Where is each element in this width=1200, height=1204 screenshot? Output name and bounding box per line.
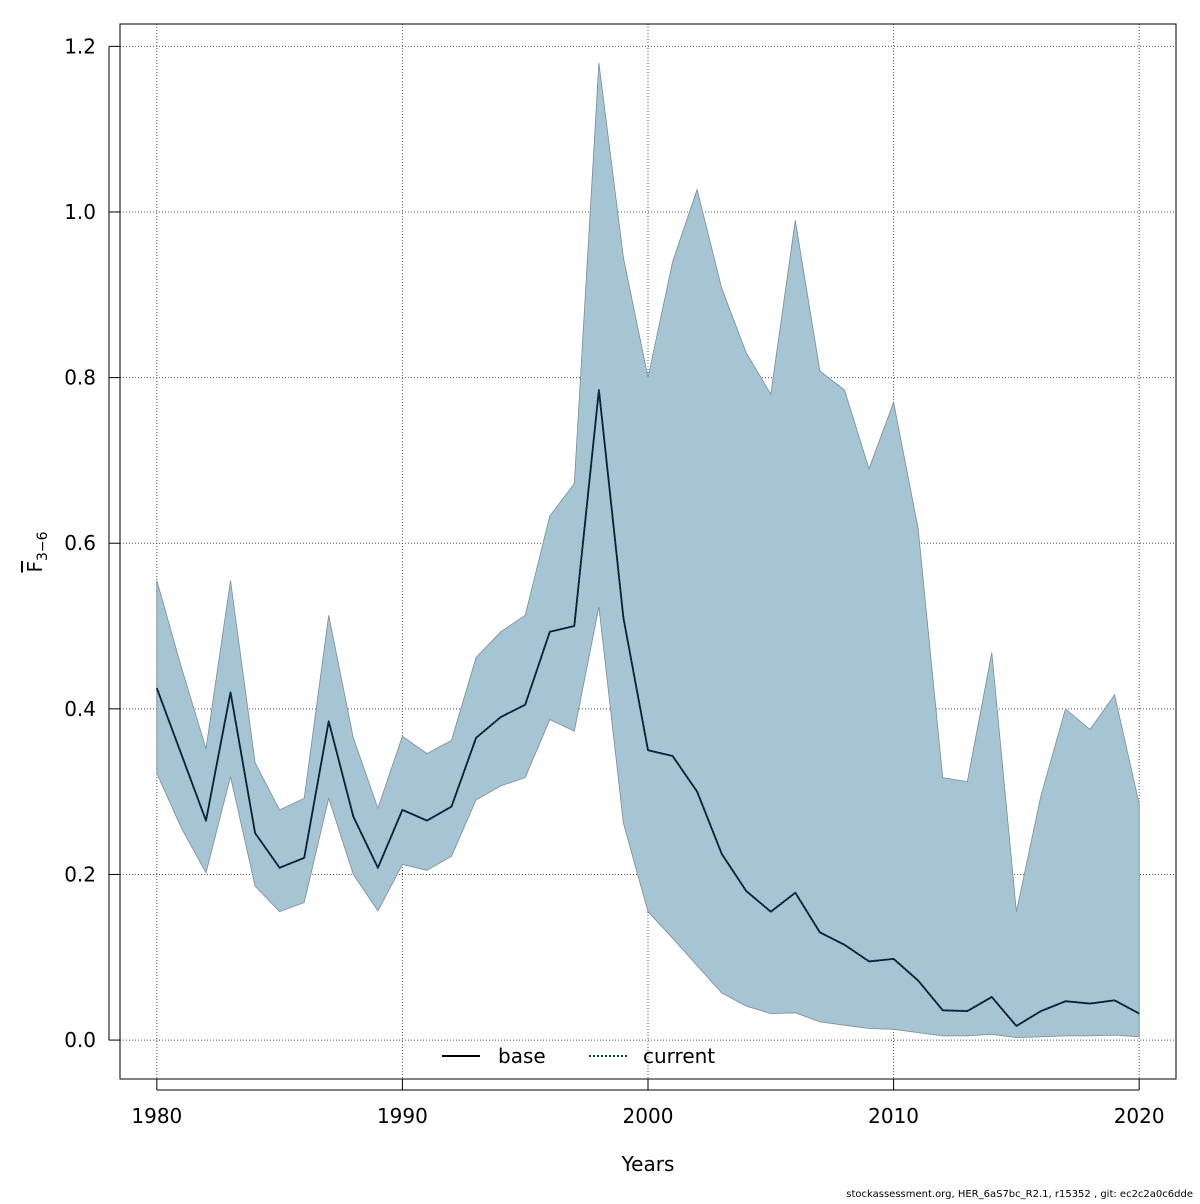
legend: base current [442, 1044, 715, 1068]
y-tick-label: 1.2 [64, 34, 96, 58]
series-line-layer [155, 389, 1140, 1027]
y-axis-title-main: F [23, 561, 47, 573]
legend-label-current: current [643, 1044, 715, 1068]
confidence-band-layer [156, 62, 1140, 1039]
y-axis: 0.0 0.2 0.4 0.6 0.8 1.0 1.2 [64, 34, 120, 1052]
y-axis-title: F3−6 [23, 531, 51, 572]
y-tick-label: 0.2 [64, 862, 96, 886]
y-tick-label: 0.4 [64, 697, 96, 721]
y-tick-label: 0.0 [64, 1028, 96, 1052]
y-tick-label: 1.0 [64, 200, 96, 224]
y-tick-label: 0.8 [64, 366, 96, 390]
x-tick-label: 2020 [1114, 1104, 1165, 1128]
x-tick-label: 1990 [377, 1104, 428, 1128]
x-tick-label: 1980 [131, 1104, 182, 1128]
y-axis-title-subscript: 3−6 [35, 531, 51, 561]
confidence-band [156, 62, 1140, 1039]
y-tick-label: 0.6 [64, 531, 96, 555]
x-tick-label: 2010 [868, 1104, 919, 1128]
svg-text:F3−6: F3−6 [23, 531, 51, 572]
series-line-current [155, 389, 1140, 1027]
footer-text: stockassessment.org, HER_6aS7bc_R2.1, r1… [846, 1189, 1193, 1200]
x-axis: 1980 1990 2000 2010 2020 [131, 1079, 1165, 1128]
x-axis-title: Years [621, 1152, 675, 1176]
x-tick-label: 2000 [623, 1104, 674, 1128]
legend-label-base: base [498, 1044, 546, 1068]
